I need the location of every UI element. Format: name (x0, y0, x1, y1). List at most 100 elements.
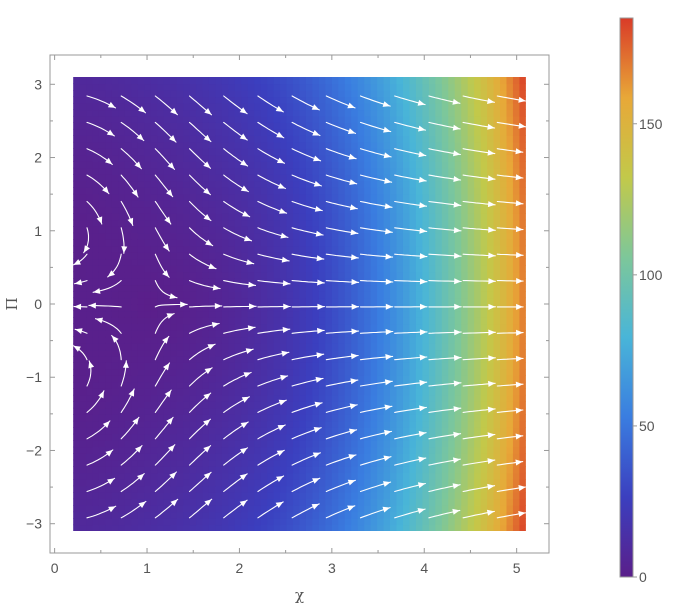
density-cell (144, 200, 152, 208)
density-cell (402, 368, 411, 376)
density-cell (493, 89, 501, 98)
density-cell (189, 492, 197, 500)
density-cell (183, 498, 191, 506)
density-cell (422, 472, 430, 480)
density-cell (111, 401, 119, 409)
density-cell (474, 375, 482, 383)
density-cell (247, 440, 255, 448)
density-cell (467, 148, 475, 156)
density-cell (241, 323, 249, 331)
density-cell (325, 518, 333, 526)
density-cell (338, 511, 346, 519)
density-cell (428, 239, 436, 247)
density-cell (92, 180, 100, 188)
density-cell (157, 174, 165, 182)
density-cell (183, 109, 191, 117)
density-cell (183, 297, 191, 305)
density-cell (170, 252, 178, 260)
density-cell (286, 187, 294, 195)
density-cell (79, 252, 87, 260)
density-cell (402, 459, 411, 467)
density-cell (183, 440, 191, 448)
density-cell (286, 193, 294, 201)
density-cell (86, 102, 94, 111)
density-cell (506, 167, 514, 175)
density-cell (183, 304, 191, 312)
density-cell (480, 401, 488, 409)
density-cell (98, 336, 107, 344)
density-cell (105, 122, 113, 130)
density-cell (390, 472, 398, 480)
density-cell (338, 459, 346, 467)
density-cell (377, 349, 385, 357)
density-cell (124, 89, 132, 98)
density-cell (170, 381, 178, 389)
density-cell (273, 453, 281, 461)
density-cell (383, 109, 391, 117)
density-cell (461, 427, 469, 435)
density-cell (79, 342, 87, 351)
density-cell (73, 362, 81, 370)
density-cell (280, 388, 288, 396)
density-cell (422, 505, 430, 513)
density-cell (86, 258, 94, 266)
density-cell (273, 180, 281, 188)
density-cell (312, 167, 320, 175)
density-cell (163, 102, 171, 111)
density-cell (267, 232, 275, 240)
density-cell (118, 128, 126, 136)
density-cell (202, 258, 210, 266)
density-cell (273, 466, 281, 474)
density-cell (144, 394, 152, 402)
density-cell (280, 291, 288, 299)
density-cell (92, 102, 100, 111)
density-cell (137, 323, 145, 331)
stream-arrowhead (105, 449, 113, 457)
density-cell (305, 83, 314, 91)
density-cell (111, 440, 119, 448)
density-cell (474, 446, 482, 454)
stream-arrowhead (136, 133, 144, 141)
density-cell (79, 271, 87, 279)
density-cell (234, 407, 242, 415)
density-cell (221, 342, 229, 351)
density-cell (247, 167, 255, 175)
density-cell (163, 96, 171, 104)
density-cell (299, 336, 307, 344)
density-cell (176, 187, 184, 195)
density-cell (312, 187, 320, 195)
density-cell (137, 232, 145, 240)
density-cell (493, 200, 501, 208)
density-cell (331, 375, 339, 383)
density-cell (228, 440, 236, 448)
density-cell (79, 174, 87, 182)
density-cell (202, 375, 210, 383)
density-cell (118, 349, 126, 357)
density-cell (124, 252, 132, 260)
density-cell (157, 109, 165, 117)
density-cell (299, 349, 307, 357)
density-cell (176, 167, 184, 175)
density-cell (176, 492, 184, 500)
density-cell (157, 167, 165, 175)
density-cell (124, 420, 132, 428)
density-cell (415, 284, 424, 292)
density-cell (202, 291, 210, 299)
density-cell (221, 122, 229, 130)
density-cell (163, 479, 171, 487)
density-cell (111, 284, 119, 292)
density-cell (98, 414, 107, 422)
density-cell (137, 271, 145, 279)
density-cell (176, 355, 184, 363)
density-cell (377, 446, 385, 454)
density-cell (441, 368, 449, 376)
density-cell (480, 466, 488, 474)
density-cell (280, 141, 288, 149)
density-cell (98, 232, 107, 240)
density-cell (500, 316, 508, 325)
density-cell (331, 187, 339, 195)
density-cell (98, 485, 107, 493)
density-cell (293, 446, 301, 454)
density-cell (305, 193, 314, 201)
density-cell (86, 76, 94, 85)
